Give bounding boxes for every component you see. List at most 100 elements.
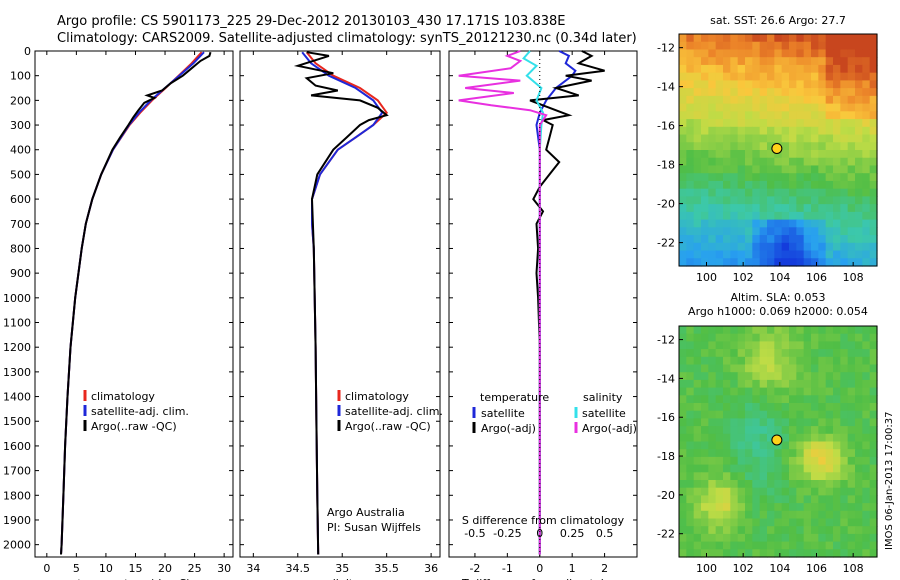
- sla_map-cell: [789, 487, 797, 496]
- sla_map-cell: [847, 326, 856, 335]
- sst_map-cell: [796, 242, 805, 252]
- sla_map-cell: [847, 403, 856, 412]
- sla_map-cell: [862, 472, 871, 481]
- sal-legend-label: satellite-adj. clim.: [345, 405, 443, 418]
- sla_map-cell: [686, 441, 695, 450]
- sla_map-cell: [789, 433, 797, 443]
- sst_map-cell: [811, 173, 819, 182]
- sla_map-cell: [847, 387, 856, 396]
- sla_map-cell: [811, 456, 819, 466]
- sla_map-cell: [679, 410, 687, 419]
- sst_map-cell: [855, 95, 863, 105]
- sla_map-cell: [781, 410, 790, 419]
- sst_map-cell: [701, 103, 709, 112]
- sst_map-cell: [847, 41, 856, 51]
- sst_map-cell: [767, 119, 775, 128]
- temperature-xtick-label: 30: [217, 562, 231, 575]
- sst_map-cell: [708, 119, 717, 128]
- sla_map-cell: [818, 326, 827, 335]
- sla_map-cell: [759, 372, 768, 381]
- sst_map-cell: [847, 134, 856, 143]
- sst_map-cell: [752, 227, 761, 236]
- sla_map-cell: [767, 372, 775, 381]
- sla_map-cell: [840, 503, 849, 512]
- sst_map-cell: [715, 88, 724, 97]
- sla_map-cell: [818, 533, 827, 543]
- sst_map-cell: [686, 242, 695, 252]
- sst_map-cell: [693, 196, 702, 205]
- sla_map-cell: [862, 526, 871, 535]
- sst_map-cell: [781, 57, 790, 66]
- sla_map-cell: [818, 456, 827, 466]
- sla_map-cell: [759, 510, 768, 520]
- sst_map-cell: [789, 258, 797, 267]
- sla_map-cell: [686, 456, 695, 466]
- temperature-ytick-label: 400: [10, 144, 31, 157]
- sst_map-cell: [745, 57, 753, 66]
- sst_map-cell: [803, 235, 812, 244]
- sla_map-cell: [708, 518, 717, 527]
- sla_map-cell: [869, 356, 878, 366]
- sst_map-cell: [701, 242, 709, 252]
- sla_map-cell: [774, 449, 783, 458]
- sst_map-cell: [701, 134, 709, 143]
- sst_map-cell: [803, 211, 812, 221]
- sst_map-cell: [759, 173, 768, 182]
- sst_map-cell: [679, 227, 687, 236]
- sla_map-cell: [693, 510, 702, 520]
- sla_map-cell: [730, 433, 739, 443]
- sla_map-cell: [855, 326, 863, 335]
- sst_map-cell: [855, 157, 863, 167]
- sla_map-cell: [869, 449, 878, 458]
- sst_map-cell: [715, 119, 724, 128]
- sla_map-cell: [723, 403, 731, 412]
- sla_map-cell: [715, 403, 724, 412]
- sst_map-cell: [796, 103, 805, 112]
- sla_map-cell: [818, 387, 827, 396]
- sst_map-cell: [811, 95, 819, 105]
- sla_map-cell: [781, 387, 790, 396]
- sst_map-cell: [840, 150, 849, 159]
- sla_map-cell: [796, 395, 805, 404]
- sla_map-cell: [855, 364, 863, 373]
- sla_map-cell: [715, 333, 724, 342]
- sla_map-cell: [752, 349, 761, 358]
- sst_map-cell: [715, 258, 724, 267]
- sst_map-cell: [855, 64, 863, 74]
- sla_map-cell: [840, 472, 849, 481]
- sla_map-cell: [803, 403, 812, 412]
- sst_map-cell: [840, 204, 849, 213]
- sal-legend-label: climatology: [345, 390, 409, 403]
- sst_map-cell: [803, 150, 812, 159]
- sla_map-cell: [679, 426, 687, 435]
- sla_map-cell: [774, 356, 783, 366]
- sst_map-cell: [774, 88, 783, 97]
- sst_map-cell: [745, 64, 753, 74]
- sst_map-cell: [818, 227, 827, 236]
- sla_map-cell: [686, 533, 695, 543]
- sla_map-cell: [759, 433, 768, 443]
- sst_map-cell: [825, 258, 834, 267]
- sst_map-cell: [869, 64, 878, 74]
- sla_map-cell: [745, 418, 753, 427]
- sla_map-cell: [708, 480, 717, 489]
- sst_map-cell: [811, 64, 819, 74]
- sla_map-cell: [855, 487, 863, 496]
- sla_map-cell: [862, 495, 871, 504]
- sla_map-cell: [855, 449, 863, 458]
- temperature-ytick-label: 600: [10, 193, 31, 206]
- sla_map-cell: [723, 333, 731, 342]
- sla_map-cell: [745, 518, 753, 527]
- sla_map-cell: [796, 441, 805, 450]
- sla_map-cell: [752, 410, 761, 419]
- sst_map-cell: [693, 150, 702, 159]
- sla_map-cell: [715, 364, 724, 373]
- sla_map-cell: [789, 403, 797, 412]
- sst_map-cell: [811, 258, 819, 267]
- sst_map-cell: [855, 165, 863, 174]
- sla_map-cell: [774, 364, 783, 373]
- sla_map-cell: [723, 518, 731, 527]
- sla_map-cell: [693, 372, 702, 381]
- sst_map-cell: [730, 258, 739, 267]
- sla_map-cell: [818, 372, 827, 381]
